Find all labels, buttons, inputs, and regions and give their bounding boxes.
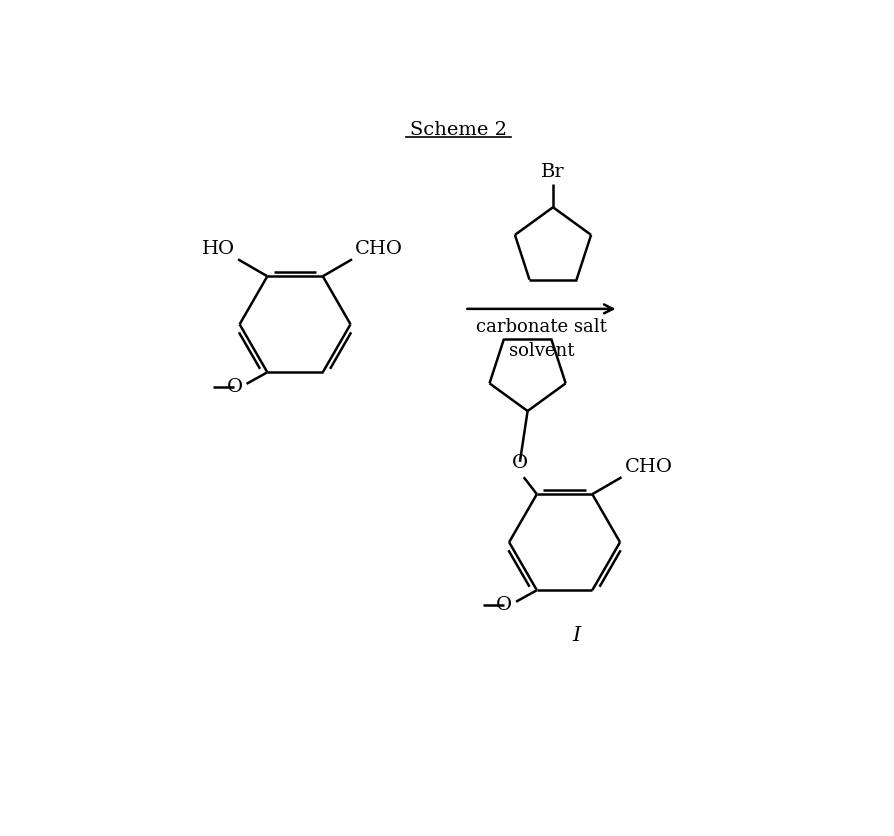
Text: O: O <box>511 454 527 472</box>
Text: carbonate salt: carbonate salt <box>476 317 606 335</box>
Text: O: O <box>226 378 242 395</box>
Text: O: O <box>495 595 511 614</box>
Text: I: I <box>571 625 579 645</box>
Text: CHO: CHO <box>355 240 402 257</box>
Text: HO: HO <box>202 240 235 257</box>
Text: solvent: solvent <box>508 342 574 359</box>
Text: Br: Br <box>541 162 564 181</box>
Text: Scheme 2: Scheme 2 <box>409 121 506 139</box>
Text: CHO: CHO <box>624 457 672 476</box>
